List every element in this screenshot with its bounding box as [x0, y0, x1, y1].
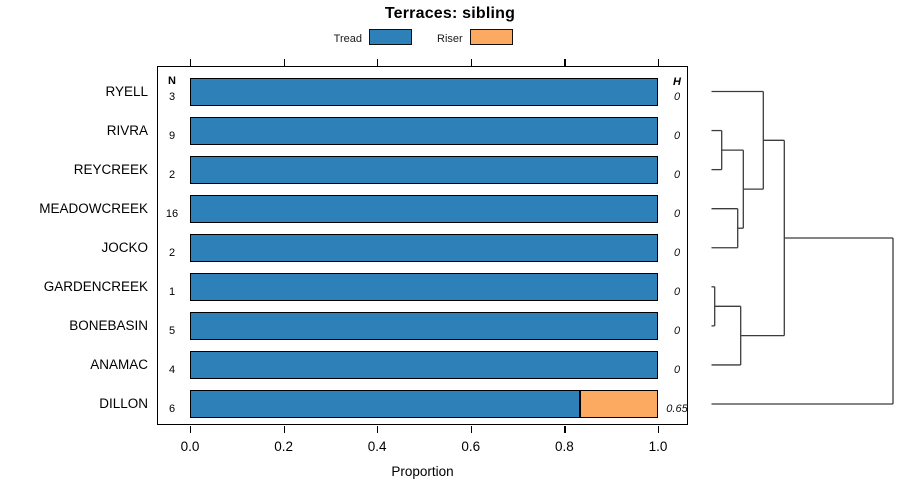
h-value: 0	[673, 247, 681, 260]
category-label: RYELL	[105, 83, 148, 99]
category-label: ANAMAC	[90, 356, 148, 372]
x-axis-title: Proportion	[391, 464, 454, 479]
n-value: 4	[168, 364, 176, 377]
x-tick-label: 0.6	[461, 439, 481, 454]
bar-segment-tread	[190, 155, 658, 184]
legend-label-tread: Tread	[333, 33, 362, 45]
bar-segment-tread	[190, 233, 658, 262]
n-value: 9	[168, 130, 176, 143]
category-label: MEADOWCREEK	[39, 200, 148, 216]
bar-segment-tread	[190, 116, 658, 145]
x-tick-label: 0.0	[180, 439, 200, 454]
n-value: 2	[168, 169, 176, 182]
legend-swatch-tread	[369, 29, 412, 45]
x-tick-label: 0.4	[367, 439, 387, 454]
category-label: REYCREEK	[73, 161, 148, 177]
legend-swatch-riser	[470, 29, 513, 45]
x-tick-top	[190, 58, 192, 66]
bar-segment-tread	[190, 389, 580, 418]
bar-segment-riser	[579, 389, 658, 418]
bar-segment-tread	[190, 77, 658, 106]
n-value: 3	[168, 91, 176, 103]
x-tick-top	[283, 58, 285, 66]
x-tick	[564, 425, 566, 433]
n-value: 1	[168, 286, 176, 299]
category-label: BONEBASIN	[69, 317, 148, 333]
h-value: 0	[673, 286, 681, 299]
x-tick-top	[377, 58, 379, 66]
category-label: GARDENCREEK	[43, 278, 148, 294]
x-tick-top	[470, 58, 472, 66]
x-tick	[190, 425, 192, 433]
x-tick-top	[564, 58, 566, 66]
x-tick	[283, 425, 285, 433]
category-label: DILLON	[99, 395, 148, 411]
plot-area	[157, 66, 688, 425]
h-value: 0.65	[666, 403, 688, 416]
bar-segment-tread	[190, 350, 658, 379]
h-value: 0	[673, 169, 681, 182]
x-tick-label: 0.8	[555, 439, 574, 454]
category-label: RIVRA	[106, 122, 148, 138]
n-value: 6	[168, 403, 176, 416]
h-value: 0	[673, 364, 681, 377]
n-value: 2	[168, 247, 176, 260]
n-value: 16	[165, 208, 179, 221]
category-label: JOCKO	[101, 239, 148, 255]
legend-label-riser: Riser	[437, 33, 463, 45]
x-tick	[377, 425, 379, 433]
h-value: 0	[673, 208, 681, 221]
chart-title: Terraces: sibling	[384, 5, 516, 22]
h-value: 0	[673, 91, 681, 103]
h-column-header: H	[673, 76, 681, 88]
bar-segment-tread	[190, 272, 658, 301]
n-value: 5	[168, 325, 176, 338]
bar-segment-tread	[190, 311, 658, 340]
h-value: 0	[673, 130, 681, 143]
bar-segment-tread	[190, 194, 658, 223]
n-column-header: N	[168, 75, 176, 87]
x-tick-label: 0.2	[274, 439, 293, 454]
x-tick	[470, 425, 472, 433]
x-tick	[658, 425, 660, 433]
x-tick-top	[658, 58, 660, 66]
h-value: 0	[673, 325, 681, 338]
x-tick-label: 1.0	[648, 439, 668, 454]
